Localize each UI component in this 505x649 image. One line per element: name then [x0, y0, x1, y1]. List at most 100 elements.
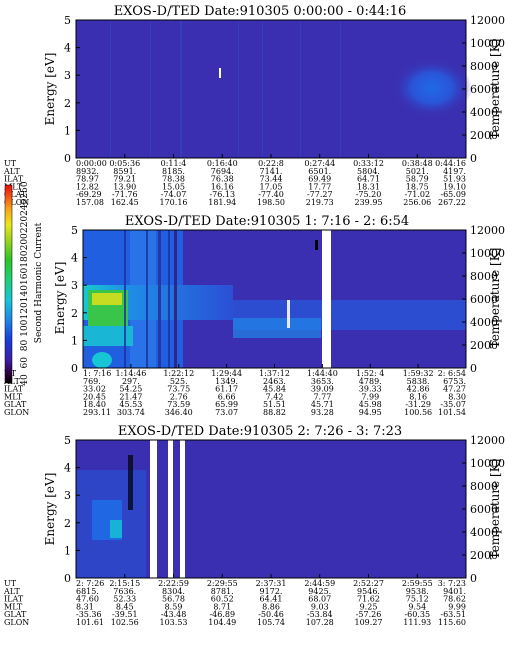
orbit-value: 2:37:31 — [256, 579, 287, 588]
orbit-row-label: MLT — [4, 602, 23, 611]
orbit-value: 2:52:27 — [353, 579, 384, 588]
orbit-value: 1:44:40 — [307, 369, 338, 378]
orbit-value: -75.20 — [356, 190, 382, 199]
y2-tick-label: 12000 — [470, 224, 505, 237]
orbit-value: 9.54 — [408, 602, 426, 611]
orbit-value: 8.59 — [165, 602, 183, 611]
colorbar-tick-label: 80 — [20, 339, 30, 351]
orbit-value: 3653. — [311, 377, 334, 386]
orbit-value: 198.50 — [257, 198, 285, 207]
colorbar-tick-label: 120 — [20, 302, 30, 319]
orbit-value: 1:52: 4 — [356, 369, 384, 378]
y2-tick-label: 8000 — [470, 480, 498, 493]
orbit-value: 1:37:12 — [259, 369, 290, 378]
orbit-value: 78.62 — [443, 595, 466, 604]
orbit-value: -35.36 — [76, 610, 102, 619]
y2-tick-label: 2000 — [470, 129, 498, 142]
orbit-value: 0:27:44 — [304, 159, 335, 168]
orbit-value: 51.93 — [443, 175, 466, 184]
orbit-value: 105.74 — [257, 618, 285, 627]
orbit-value: 115.60 — [438, 618, 466, 627]
colorbar-tick-label: 250 — [20, 181, 30, 198]
y-tick-label: 0 — [64, 572, 71, 585]
orbit-value: 0:22:8 — [258, 159, 284, 168]
orbit-value: 2:22:59 — [158, 579, 189, 588]
orbit-value: 2:15:15 — [109, 579, 140, 588]
y-tick-label: 1 — [64, 544, 71, 557]
colorbar-label: Second Harmonic Current — [34, 222, 44, 343]
orbit-value: 18.40 — [83, 400, 106, 409]
y-tick-label: 0 — [64, 152, 71, 165]
orbit-value: 3: 7:23 — [438, 579, 466, 588]
orbit-value: 21.47 — [119, 392, 142, 401]
orbit-value: 293.11 — [83, 408, 111, 417]
orbit-value: 8.31 — [76, 602, 94, 611]
panel2-y-ticks: 0 1 2 3 4 5 — [71, 224, 87, 375]
panel1-ylabel: Energy [eV] — [43, 53, 57, 126]
orbit-value: 79.21 — [113, 175, 136, 184]
orbit-value: 303.74 — [117, 408, 145, 417]
orbit-value: 73.75 — [167, 385, 190, 394]
orbit-value: 2463. — [263, 377, 286, 386]
orbit-value: 0:33:12 — [353, 159, 384, 168]
orbit-value: 100.56 — [404, 408, 432, 417]
orbit-value: -31.29 — [405, 400, 431, 409]
orbit-value: 239.95 — [355, 198, 383, 207]
y2-tick-label: 4000 — [470, 106, 498, 119]
orbit-value: 181.94 — [208, 198, 236, 207]
orbit-value: 16.16 — [211, 182, 234, 191]
orbit-value: 17.77 — [308, 182, 331, 191]
panel-3: EXOS-D/TED Date:910305 2: 7:26 - 3: 7:23… — [3, 424, 505, 627]
panel2-data-gap — [322, 230, 331, 368]
panel3-data-gap-2 — [168, 440, 173, 578]
orbit-value: 45.84 — [263, 385, 286, 394]
orbit-value: 76.38 — [211, 175, 234, 184]
orbit-value: 7636. — [113, 587, 136, 596]
panel2-y2-ticks: 0 2000 4000 6000 8000 10000 12000 — [462, 224, 505, 375]
orbit-value: 69.49 — [308, 175, 331, 184]
y2-tick-label: 2000 — [470, 549, 498, 562]
orbit-value: 8.71 — [213, 602, 231, 611]
panel-2: EXOS-D/TED Date:910305 1: 7:16 - 2: 6:54… — [3, 181, 505, 417]
orbit-value: 525. — [170, 377, 188, 386]
orbit-row-label: GLON — [4, 408, 29, 417]
orbit-value: 73.07 — [215, 408, 238, 417]
orbit-value: 297. — [122, 377, 140, 386]
orbit-value: 104.49 — [208, 618, 236, 627]
panel3-dark-streak — [128, 455, 133, 510]
orbit-value: 73.44 — [260, 175, 283, 184]
y2-tick-label: 12000 — [470, 434, 505, 447]
orbit-value: 4197. — [443, 167, 466, 176]
y-tick-label: 0 — [71, 362, 78, 375]
y-tick-label: 2 — [64, 517, 71, 530]
orbit-row-label: UT — [4, 159, 17, 168]
orbit-row-label: ILAT — [4, 385, 24, 394]
panel1-y2-ticks: 0 2000 4000 6000 8000 10000 12000 — [462, 14, 505, 165]
orbit-value: 170.16 — [160, 198, 188, 207]
orbit-value: -65.09 — [440, 190, 466, 199]
orbit-value: 109.27 — [355, 618, 383, 627]
orbit-value: 8.45 — [116, 602, 134, 611]
colorbar-tick-label: 160 — [20, 268, 30, 285]
orbit-value: 1:29:44 — [211, 369, 242, 378]
panel2-streaks — [124, 230, 177, 368]
y-tick-label: 1 — [64, 124, 71, 137]
orbit-value: 20.45 — [83, 392, 106, 401]
orbit-value: -39.51 — [112, 610, 138, 619]
orbit-value: 9546. — [357, 587, 380, 596]
orbit-value: -71.76 — [112, 190, 138, 199]
orbit-value: 0:16:40 — [207, 159, 238, 168]
panel2-cyan-blob — [92, 352, 112, 368]
y-tick-label: 4 — [64, 462, 71, 475]
y2-tick-label: 10000 — [470, 457, 505, 470]
y-tick-label: 3 — [71, 279, 78, 292]
orbit-value: 6.66 — [218, 392, 236, 401]
orbit-value: -77.27 — [307, 190, 333, 199]
orbit-value: -76.13 — [209, 190, 235, 199]
orbit-value: 8185. — [162, 167, 185, 176]
orbit-value: 45.71 — [311, 400, 334, 409]
orbit-value: 61.17 — [215, 385, 238, 394]
y-tick-label: 4 — [64, 42, 71, 55]
y2-tick-label: 10000 — [470, 247, 505, 260]
